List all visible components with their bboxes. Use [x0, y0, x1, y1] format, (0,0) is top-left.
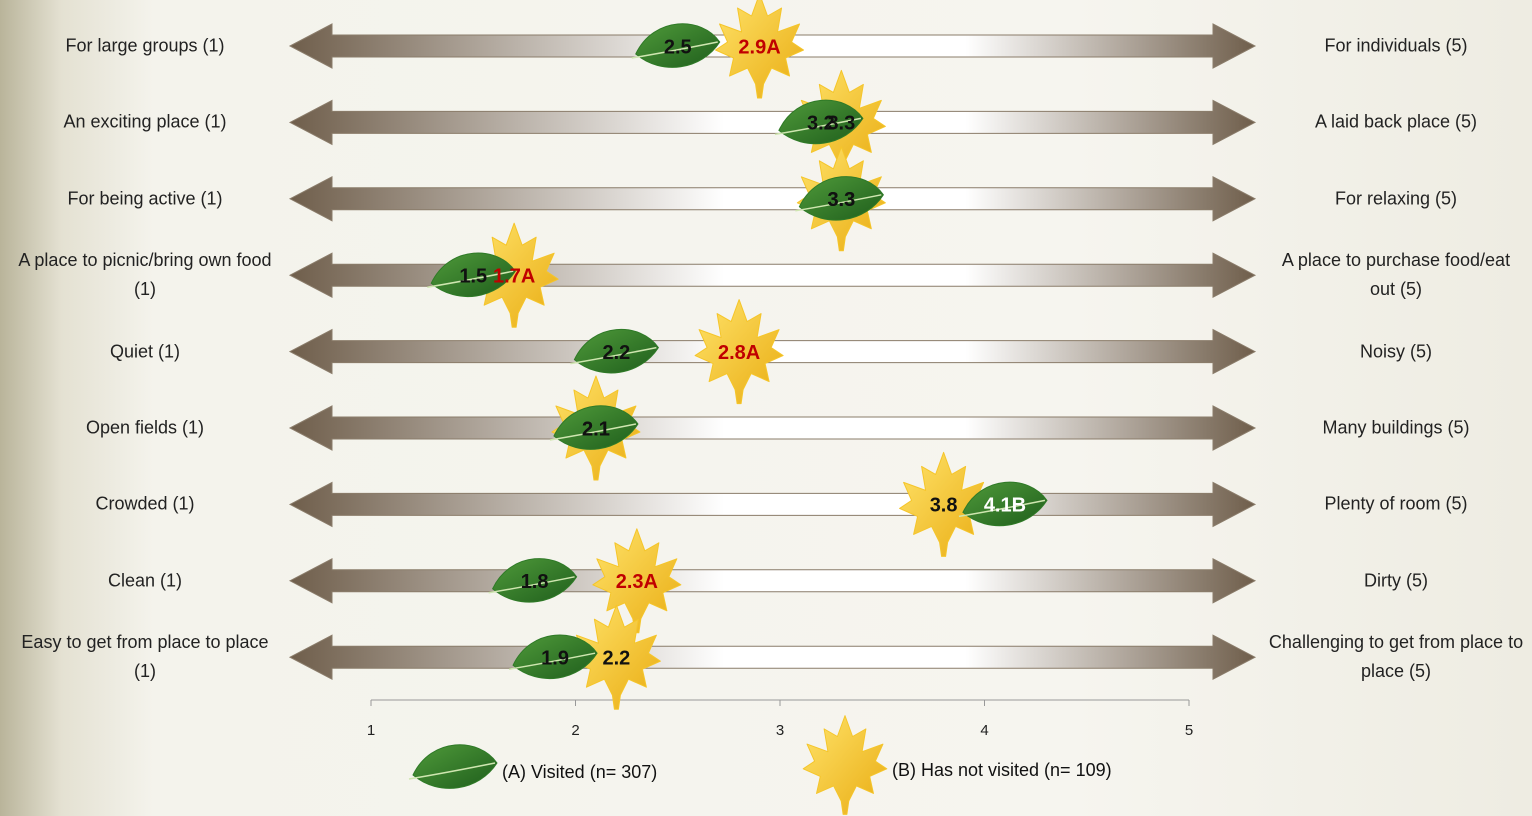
leaf-rib: [774, 117, 862, 136]
value-label: 3.3: [827, 189, 855, 211]
leaf-body: [573, 329, 660, 374]
value-label: 3.2: [807, 113, 835, 135]
arrow: [288, 252, 1257, 299]
right-label: A laid back place (5): [1314, 111, 1478, 132]
right-label: For individuals (5): [1324, 35, 1468, 56]
right-label: For relaxing (5): [1334, 188, 1458, 209]
leaf-rib: [570, 346, 657, 365]
left-label: Easy to get from place to place (1): [21, 632, 269, 682]
not-visited-leaf: [571, 604, 661, 710]
value-label: 3.3: [827, 189, 855, 211]
leaf-body: [412, 744, 498, 789]
value-label: 2.2: [602, 342, 630, 364]
left-label: For being active (1): [67, 188, 223, 209]
left-label: Quiet (1): [109, 341, 181, 362]
visited-leaf: [795, 176, 884, 221]
leaf-body: [962, 481, 1048, 527]
value-label: 2.2: [602, 647, 630, 669]
value-label: 1.5: [459, 265, 487, 287]
value-label: 3.8: [930, 495, 958, 517]
x-tick-label: 3: [776, 722, 784, 739]
left-label: Clean (1): [107, 570, 183, 591]
visited-leaf: [631, 23, 721, 68]
arrow: [288, 557, 1257, 604]
visited-leaf: [427, 252, 516, 297]
leaf-rib: [408, 762, 496, 780]
right-label: Challenging to get from place to place (…: [1268, 632, 1524, 682]
x-tick-label: 2: [571, 722, 579, 739]
left-label: An exciting place (1): [63, 111, 227, 132]
visited-leaf: [958, 481, 1048, 527]
legend-label: (A) Visited (n= 307): [502, 762, 657, 782]
right-label: A place to purchase food/eat out (5): [1281, 250, 1511, 300]
maple-body: [694, 299, 784, 405]
visited-leaf: [570, 329, 660, 374]
value-label: 4.1B: [984, 495, 1026, 517]
visited-leaf: [774, 99, 864, 145]
left-label: A place to picnic/bring own food (1): [18, 250, 272, 300]
not-visited-leaf: [694, 299, 784, 405]
left-label: For large groups (1): [65, 35, 225, 56]
not-visited-leaf: [592, 528, 682, 634]
legend-label: (B) Has not visited (n= 109): [892, 760, 1112, 780]
leaf-rib: [549, 423, 637, 441]
value-label: 2.1: [582, 418, 610, 440]
leaf-rib: [958, 499, 1046, 518]
leaf-body: [512, 634, 598, 679]
leaf-rib: [631, 41, 718, 59]
value-label: 1.7A: [493, 265, 535, 287]
leaf-body: [798, 176, 884, 221]
right-label: Noisy (5): [1359, 341, 1432, 362]
not-visited-leaf: [899, 451, 989, 557]
x-tick-label: 1: [367, 722, 375, 739]
leaf-rib: [488, 576, 575, 594]
arrow: [288, 99, 1257, 146]
leaf-body: [491, 558, 578, 603]
maple-body: [715, 0, 805, 99]
visited-leaf: [508, 634, 598, 679]
legend-marker: [408, 744, 498, 789]
leaf-body: [430, 252, 516, 297]
value-label: 2.5: [664, 36, 692, 58]
legend-marker: [802, 715, 888, 815]
right-label: Plenty of room (5): [1324, 493, 1468, 514]
value-label: 2.9A: [738, 36, 780, 58]
arrow: [288, 634, 1257, 681]
arrow: [288, 175, 1257, 222]
maple-body: [571, 604, 661, 710]
right-label: Many buildings (5): [1322, 417, 1470, 438]
arrow: [288, 481, 1257, 528]
leaf-body: [778, 99, 864, 145]
value-label: 2.3A: [616, 571, 658, 593]
not-visited-leaf: [715, 0, 805, 99]
visited-leaf: [488, 558, 578, 603]
leaf-rib: [508, 652, 596, 670]
maple-body: [592, 528, 682, 634]
value-label: 1.9: [541, 647, 569, 669]
value-label: 3.3: [827, 113, 855, 135]
leaf-body: [635, 23, 721, 68]
x-tick-label: 4: [980, 722, 988, 739]
leaf-rib: [427, 270, 514, 288]
value-label: 2.1: [582, 418, 610, 440]
visited-leaf: [549, 405, 639, 450]
arrow: [288, 405, 1257, 451]
right-label: Dirty (5): [1364, 570, 1428, 591]
leaf-body: [553, 405, 639, 450]
x-tick-label: 5: [1185, 722, 1193, 739]
leaf-rib: [795, 194, 882, 212]
value-label: 1.8: [521, 571, 549, 593]
maple-body: [802, 715, 888, 815]
maple-body: [899, 451, 989, 557]
left-label: Crowded (1): [95, 493, 195, 514]
left-label: Open fields (1): [85, 417, 205, 438]
value-label: 2.8A: [718, 342, 760, 364]
